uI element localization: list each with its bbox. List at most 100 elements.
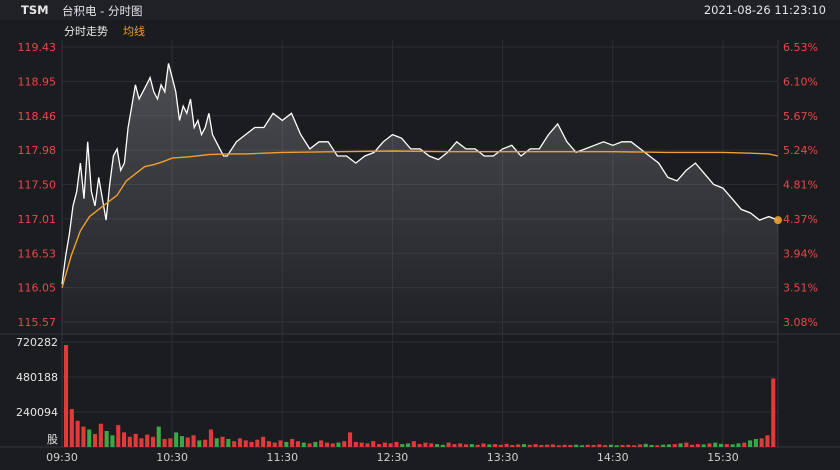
- volume-bar: [672, 444, 677, 447]
- y-tick-label: 117.50: [18, 179, 57, 192]
- volume-bar: [266, 441, 271, 447]
- volume-bar: [527, 444, 532, 447]
- volume-bar: [272, 442, 277, 447]
- vol-tick-label: 720282: [16, 336, 58, 349]
- volume-bar: [75, 420, 80, 447]
- volume-bar: [208, 429, 213, 447]
- volume-bar: [742, 442, 747, 447]
- series-lines: [61, 63, 782, 288]
- volume-bar: [649, 445, 654, 447]
- volume-bar: [545, 444, 550, 447]
- volume-bar: [684, 442, 689, 447]
- chart-title: 台积电 - 分时图: [62, 4, 143, 18]
- volume-bar: [145, 434, 150, 447]
- volume-bar: [261, 436, 266, 447]
- volume-bar: [232, 441, 237, 447]
- y2-tick-label: 4.37%: [783, 213, 818, 226]
- price-area: [62, 63, 778, 335]
- volume-bar: [516, 444, 521, 447]
- axis-labels: 119.43 6.53% 118.95 6.10% 118.46 5.67% 117.98 5…: [16, 41, 818, 464]
- volume-bar: [521, 444, 526, 447]
- volume-bar: [748, 440, 753, 447]
- volume-bar: [643, 443, 648, 447]
- y2-tick-label: 3.51%: [783, 282, 818, 295]
- volume-bar: [301, 442, 306, 447]
- volume-bar: [655, 445, 660, 447]
- y2-tick-label: 5.67%: [783, 110, 818, 123]
- x-tick-label: 12:30: [377, 451, 409, 464]
- volume-bar: [400, 444, 405, 447]
- volume-bar: [151, 436, 156, 447]
- volume-bar: [556, 445, 561, 447]
- volume-bar: [313, 441, 318, 447]
- volume-bar: [690, 444, 695, 447]
- volume-bar: [417, 444, 422, 447]
- volume-bar: [214, 438, 219, 447]
- volume-bar: [620, 445, 625, 447]
- volume-bar: [724, 444, 729, 447]
- volume-bar: [498, 444, 503, 447]
- volume-bar: [81, 426, 86, 447]
- volume-bar: [185, 437, 190, 447]
- volume-bar: [632, 445, 637, 447]
- volume-bar: [713, 442, 718, 447]
- volume-bar: [104, 431, 109, 447]
- y-tick-label: 117.98: [18, 144, 57, 157]
- volume-bar: [736, 443, 741, 447]
- volume-bar: [98, 423, 103, 447]
- volume-bar: [765, 435, 770, 447]
- volume-bar: [481, 443, 486, 447]
- volume-bar: [678, 443, 683, 447]
- avg-line-legend[interactable]: 均线: [123, 25, 145, 38]
- volume-bar: [237, 438, 242, 447]
- vol-unit-label: 股: [47, 433, 58, 446]
- avg-line: [61, 150, 779, 288]
- volume-bar: [719, 443, 724, 447]
- volume-bar: [469, 444, 474, 447]
- volume-bar: [191, 435, 196, 447]
- tab-intraday-trend[interactable]: 分时走势: [64, 25, 108, 38]
- volume-bar: [278, 440, 283, 447]
- volume-bar: [464, 444, 469, 447]
- y2-tick-label: 6.10%: [783, 75, 818, 88]
- ticker-symbol: TSM: [21, 3, 49, 17]
- volume-bar: [319, 440, 324, 447]
- y2-tick-label: 5.24%: [783, 144, 818, 157]
- timestamp: 2021-08-26 11:23:10: [703, 3, 826, 17]
- volume-bar: [579, 445, 584, 447]
- volume-bar: [371, 441, 376, 447]
- y2-tick-label: 4.81%: [783, 179, 818, 192]
- volume-bar: [64, 345, 69, 447]
- volume-bar: [290, 439, 295, 447]
- volume-bar: [353, 441, 358, 447]
- volume-bar: [574, 444, 579, 447]
- volume-bar: [539, 445, 544, 447]
- y-tick-label: 119.43: [18, 41, 57, 54]
- volume-bar: [197, 440, 202, 447]
- volume-bar: [87, 429, 92, 447]
- volume-bar: [93, 433, 98, 447]
- volume-bar: [69, 409, 74, 447]
- y-tick-label: 115.57: [18, 316, 57, 329]
- volume-bar: [707, 443, 712, 447]
- x-tick-label: 10:30: [156, 451, 188, 464]
- volume-bar: [597, 444, 602, 447]
- volume-bar: [255, 439, 260, 447]
- volume-bar: [614, 445, 619, 447]
- volume-bar: [458, 443, 463, 447]
- volume-bar: [730, 444, 735, 447]
- volume-bar: [156, 426, 161, 447]
- volume-bar: [133, 433, 138, 447]
- volume-bar: [394, 441, 399, 447]
- volume-bar: [504, 443, 509, 447]
- x-tick-label: 11:30: [266, 451, 298, 464]
- header-bar: [0, 0, 840, 20]
- volume-bar: [359, 442, 364, 447]
- volume-bar: [226, 439, 231, 447]
- volume-bar: [562, 444, 567, 447]
- volume-bar: [284, 441, 289, 447]
- y2-tick-label: 3.08%: [783, 316, 818, 329]
- volume-bar: [626, 444, 631, 447]
- volume-bar: [249, 441, 254, 447]
